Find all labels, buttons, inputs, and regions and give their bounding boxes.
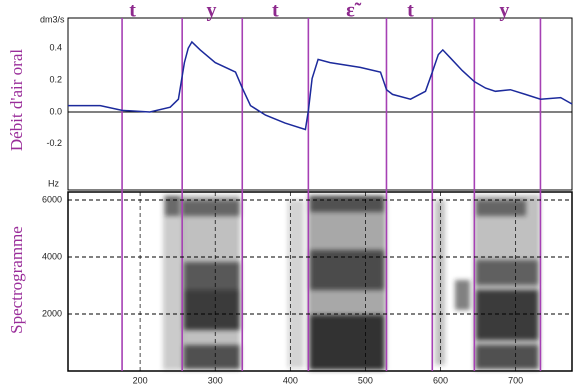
x-tick-label: 700 xyxy=(508,375,523,385)
spectrogram-energy xyxy=(163,195,540,370)
phoneme-label: t xyxy=(272,0,279,22)
y-tick-label: 0.2 xyxy=(49,74,62,84)
y-tick-label: 2000 xyxy=(42,308,62,318)
x-tick-label: 600 xyxy=(433,375,448,385)
phoneme-label: y xyxy=(206,0,216,22)
phoneme-label: t xyxy=(129,0,136,22)
airflow-line xyxy=(68,40,573,131)
y-label: Spectrogramme xyxy=(7,226,26,334)
x-tick-label: 200 xyxy=(133,375,148,385)
x-tick-label: 400 xyxy=(283,375,298,385)
y-tick-label: 6000 xyxy=(42,194,62,204)
y-tick-label: -0.2 xyxy=(46,138,62,148)
x-tick-label: 500 xyxy=(358,375,373,385)
phoneme-label: y xyxy=(499,0,509,22)
x-tick-label: 300 xyxy=(208,375,223,385)
y-label: Débit d'air oral xyxy=(7,49,26,151)
phoneme-label: t xyxy=(407,0,414,22)
bottom-frame xyxy=(67,191,573,372)
unit-label: dm3/s xyxy=(40,14,65,24)
y-tick-label: 4000 xyxy=(42,251,62,261)
unit-label: Hz xyxy=(48,178,59,188)
y-tick-label: 0.0 xyxy=(49,106,62,116)
y-tick-label: 0.4 xyxy=(49,43,62,53)
top-frame xyxy=(67,17,573,191)
